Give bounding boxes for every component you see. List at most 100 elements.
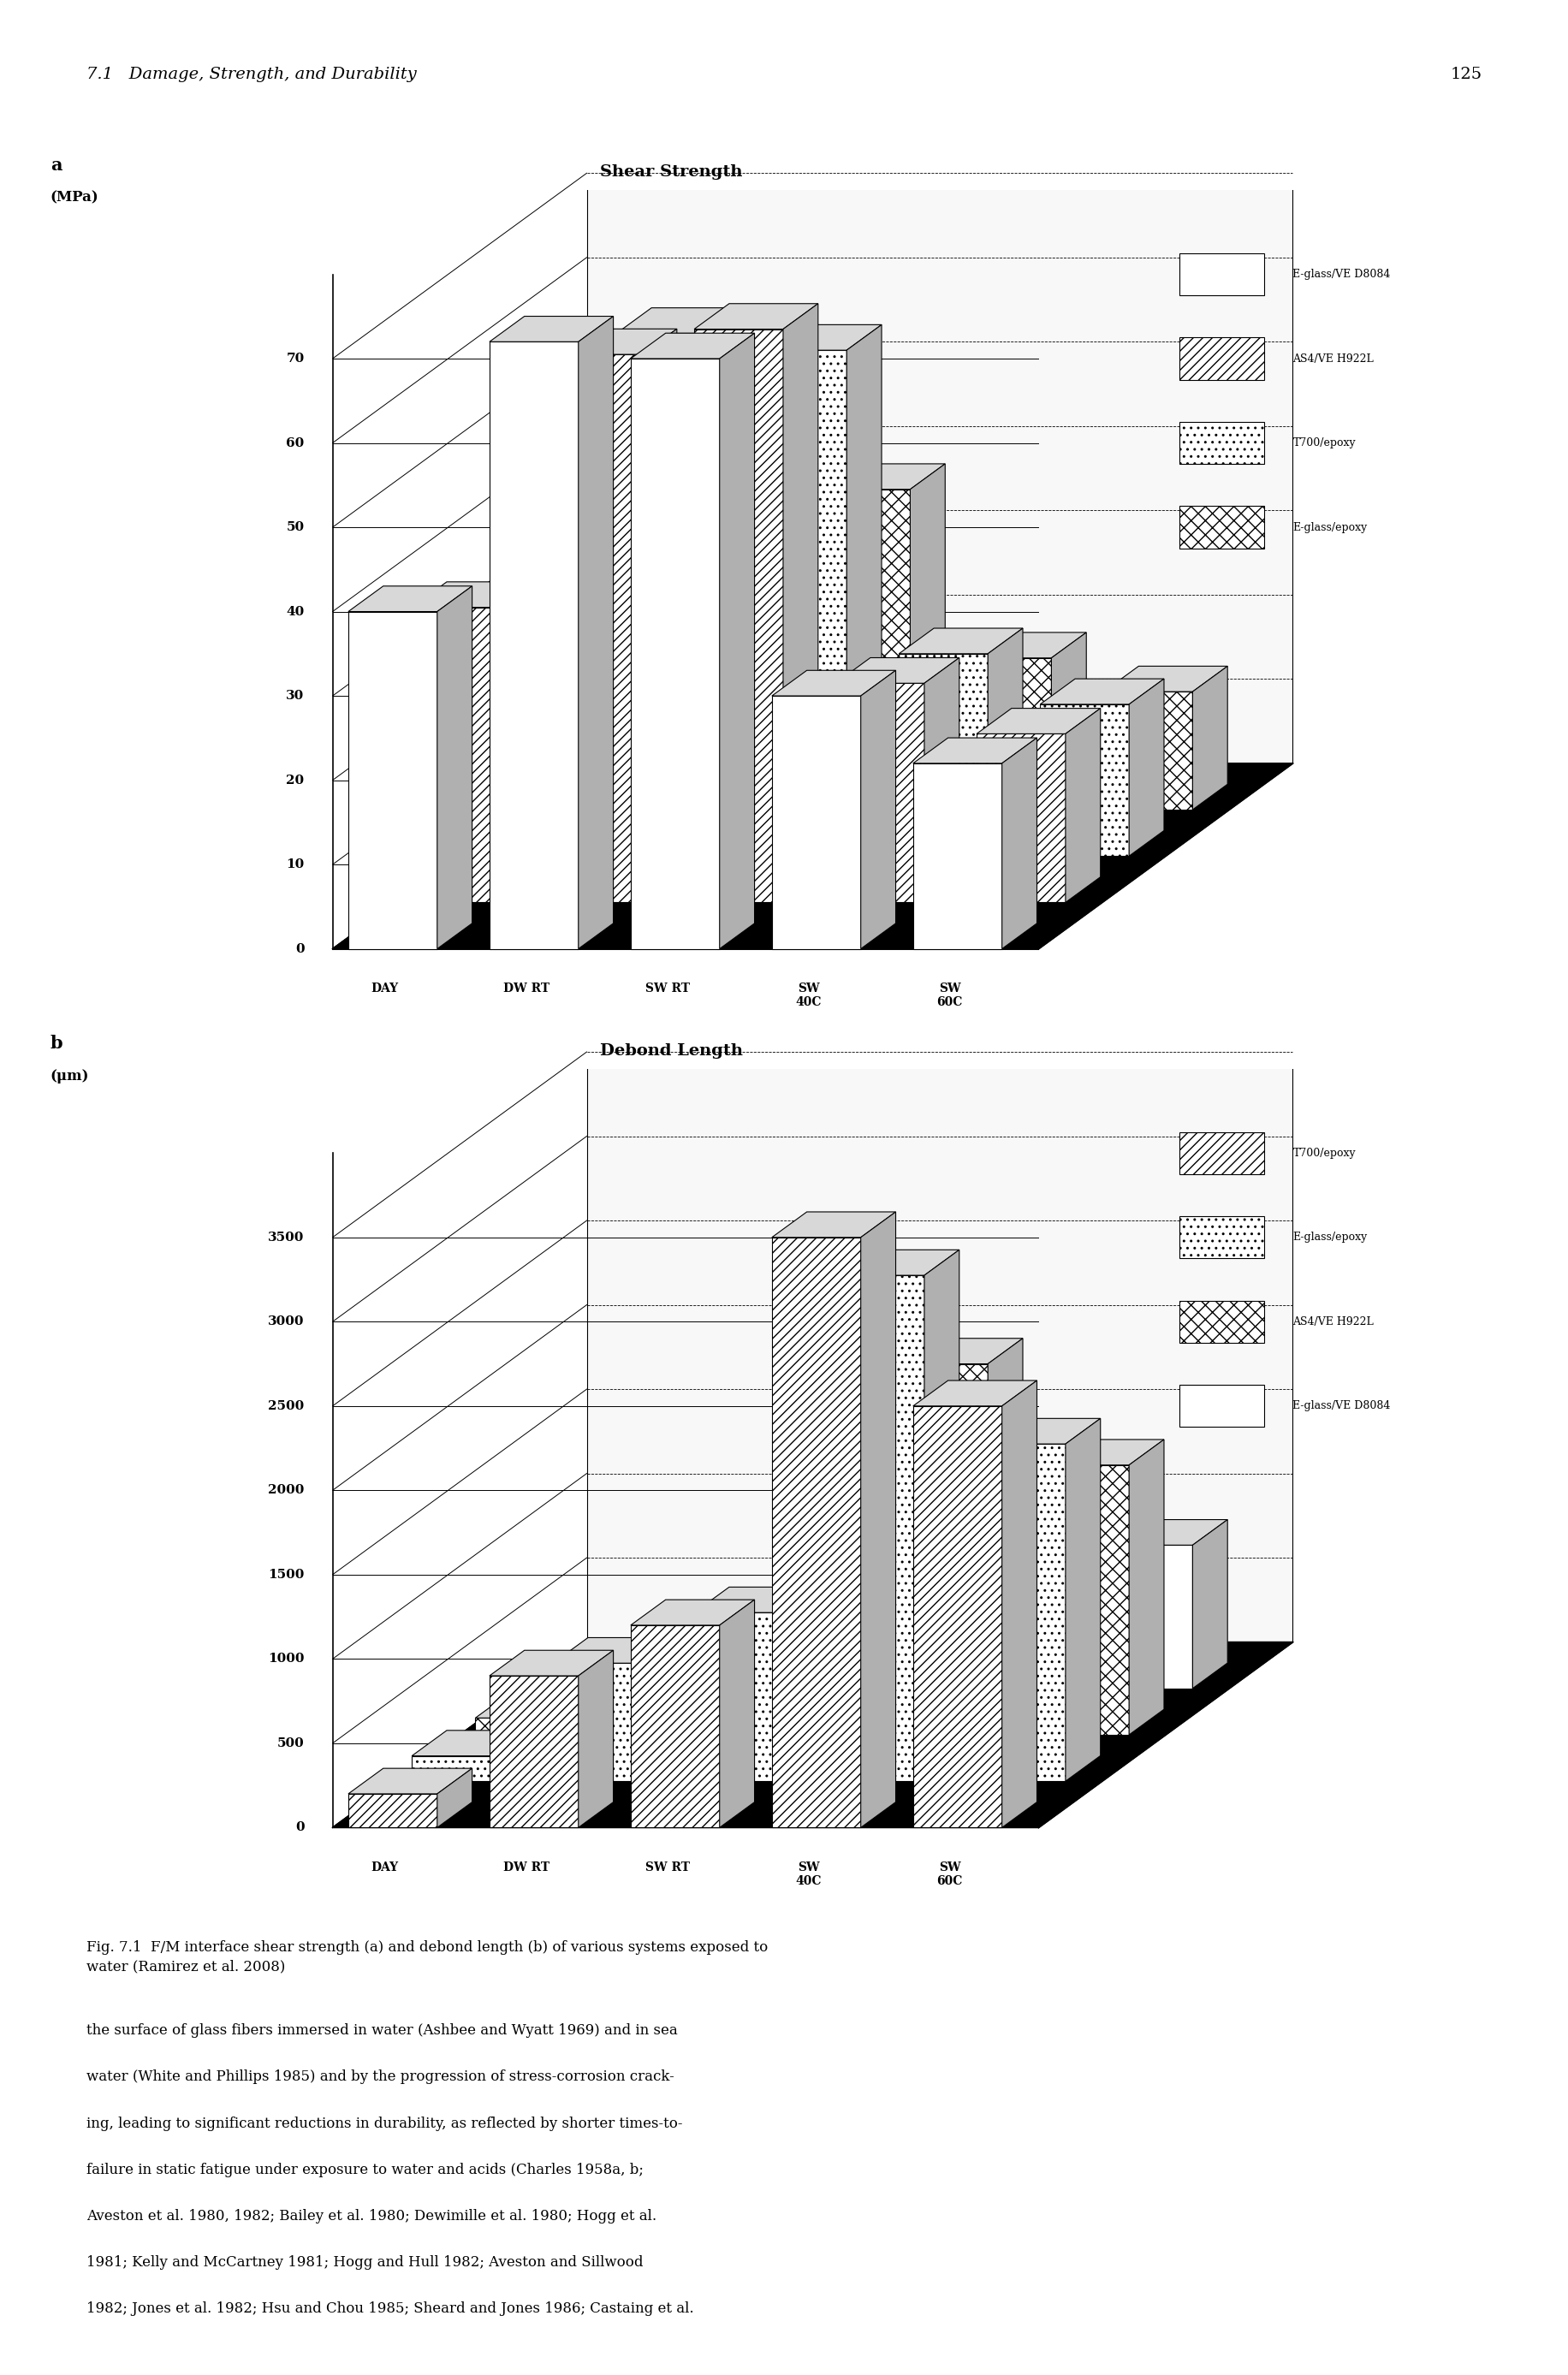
- Polygon shape: [909, 463, 944, 810]
- Text: DW RT: DW RT: [503, 983, 549, 995]
- Polygon shape: [757, 349, 847, 855]
- Polygon shape: [975, 1444, 1065, 1781]
- Polygon shape: [489, 1651, 613, 1677]
- Polygon shape: [1051, 632, 1085, 810]
- Text: E-glass/VE D8084: E-glass/VE D8084: [1292, 268, 1389, 280]
- Text: DW RT: DW RT: [503, 1862, 549, 1874]
- Polygon shape: [539, 1679, 627, 1689]
- Polygon shape: [757, 325, 881, 349]
- Polygon shape: [771, 696, 861, 950]
- Polygon shape: [768, 1620, 803, 1689]
- Polygon shape: [771, 1211, 895, 1237]
- Polygon shape: [552, 1662, 641, 1781]
- Polygon shape: [1179, 423, 1264, 463]
- Polygon shape: [898, 629, 1022, 653]
- Polygon shape: [988, 1340, 1022, 1734]
- Polygon shape: [1179, 254, 1264, 295]
- Polygon shape: [706, 1634, 740, 1734]
- Polygon shape: [975, 734, 1065, 902]
- Text: 2000: 2000: [268, 1484, 304, 1496]
- Polygon shape: [1002, 739, 1036, 950]
- Polygon shape: [348, 610, 437, 950]
- Polygon shape: [348, 1793, 437, 1829]
- Polygon shape: [963, 632, 1085, 658]
- Polygon shape: [822, 463, 944, 489]
- Polygon shape: [693, 1586, 817, 1613]
- Polygon shape: [411, 582, 535, 608]
- Polygon shape: [552, 354, 641, 902]
- Polygon shape: [552, 328, 676, 354]
- Polygon shape: [834, 658, 958, 684]
- Text: 0: 0: [295, 1822, 304, 1834]
- Text: 70: 70: [285, 352, 304, 366]
- Text: 1500: 1500: [268, 1568, 304, 1582]
- Polygon shape: [1104, 665, 1226, 691]
- Polygon shape: [1179, 1133, 1264, 1173]
- Text: T700/epoxy: T700/epoxy: [1292, 437, 1355, 449]
- Polygon shape: [579, 316, 613, 950]
- Polygon shape: [913, 1380, 1036, 1406]
- Polygon shape: [500, 1731, 535, 1781]
- Polygon shape: [834, 684, 924, 902]
- Polygon shape: [641, 328, 676, 902]
- Polygon shape: [1179, 1302, 1264, 1342]
- Polygon shape: [475, 1693, 599, 1717]
- Polygon shape: [539, 1653, 662, 1679]
- Polygon shape: [1104, 1520, 1226, 1546]
- Polygon shape: [847, 325, 881, 855]
- Polygon shape: [834, 1249, 958, 1275]
- Polygon shape: [924, 1249, 958, 1781]
- Polygon shape: [963, 1487, 1051, 1689]
- Polygon shape: [1065, 708, 1099, 902]
- Polygon shape: [475, 1717, 564, 1734]
- Polygon shape: [579, 1651, 613, 1829]
- Polygon shape: [771, 670, 895, 696]
- Text: the surface of glass fibers immersed in water (Ashbee and Wyatt 1969) and in sea: the surface of glass fibers immersed in …: [86, 2023, 677, 2038]
- Text: b: b: [50, 1036, 63, 1052]
- Text: E-glass/epoxy: E-glass/epoxy: [1292, 1233, 1367, 1242]
- Polygon shape: [681, 1646, 768, 1689]
- Polygon shape: [616, 1634, 740, 1658]
- Text: E-glass/epoxy: E-glass/epoxy: [1292, 522, 1367, 532]
- Polygon shape: [1040, 1465, 1129, 1734]
- Text: SW RT: SW RT: [644, 1862, 690, 1874]
- Polygon shape: [1179, 1385, 1264, 1427]
- Polygon shape: [782, 1586, 817, 1781]
- Polygon shape: [539, 598, 627, 810]
- Text: Debond Length: Debond Length: [599, 1043, 743, 1059]
- Polygon shape: [641, 1639, 676, 1781]
- Text: 3500: 3500: [268, 1230, 304, 1245]
- Text: 2500: 2500: [268, 1399, 304, 1413]
- Polygon shape: [822, 1586, 944, 1613]
- Text: SW RT: SW RT: [644, 983, 690, 995]
- Polygon shape: [720, 1601, 754, 1829]
- Polygon shape: [913, 1406, 1002, 1829]
- Polygon shape: [681, 473, 768, 810]
- Polygon shape: [627, 572, 662, 810]
- Polygon shape: [963, 658, 1051, 810]
- Polygon shape: [720, 333, 754, 950]
- Polygon shape: [861, 1211, 895, 1829]
- Polygon shape: [1040, 679, 1163, 705]
- Text: 1000: 1000: [268, 1653, 304, 1665]
- Text: SW
40C: SW 40C: [795, 983, 822, 1009]
- Polygon shape: [616, 1658, 706, 1734]
- Polygon shape: [681, 447, 803, 473]
- Text: 60: 60: [285, 437, 304, 449]
- Polygon shape: [489, 1677, 579, 1829]
- Polygon shape: [693, 304, 817, 330]
- Polygon shape: [616, 309, 740, 332]
- Polygon shape: [693, 1613, 782, 1781]
- Polygon shape: [1104, 691, 1192, 810]
- Text: 500: 500: [278, 1736, 304, 1750]
- Polygon shape: [898, 1363, 988, 1734]
- Polygon shape: [963, 1461, 1085, 1487]
- Polygon shape: [898, 653, 988, 855]
- Polygon shape: [913, 739, 1036, 762]
- Text: E-glass/VE D8084: E-glass/VE D8084: [1292, 1401, 1389, 1411]
- Text: SW
60C: SW 60C: [936, 1862, 963, 1888]
- Polygon shape: [924, 658, 958, 902]
- Polygon shape: [475, 577, 599, 603]
- Polygon shape: [1002, 1380, 1036, 1829]
- Polygon shape: [898, 1340, 1022, 1363]
